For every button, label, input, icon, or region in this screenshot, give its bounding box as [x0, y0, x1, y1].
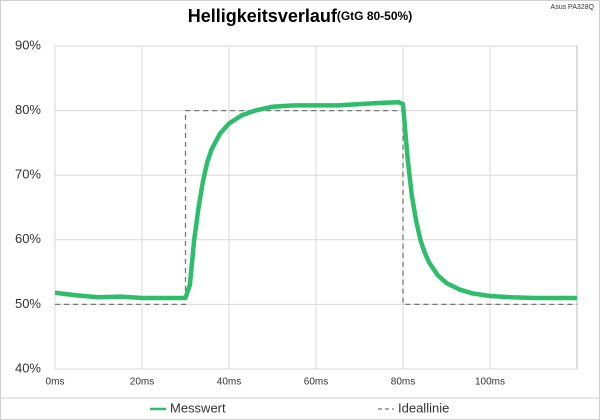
legend-label: Ideallinie — [398, 400, 449, 415]
chart-title-group: Helligkeitsverlauf(GtG 80-50%) — [188, 6, 412, 26]
x-tick-label: 20ms — [130, 377, 154, 388]
legend-label: Messwert — [170, 400, 226, 415]
y-tick-label: 70% — [15, 167, 41, 182]
x-tick-label: 40ms — [217, 377, 241, 388]
y-tick-label: 40% — [15, 360, 41, 375]
x-tick-label: 100ms — [475, 377, 505, 388]
series-line — [55, 109, 577, 306]
x-tick-label: 60ms — [304, 377, 328, 388]
y-tick-label: 90% — [15, 37, 41, 52]
y-tick-label: 60% — [15, 231, 41, 246]
chart-subtitle: (GtG 80-50%) — [337, 9, 412, 23]
y-tick-label: 50% — [15, 296, 41, 311]
series-line — [54, 99, 577, 301]
annotation: Asus PA328Q — [551, 4, 595, 11]
y-tick-label: 80% — [15, 102, 41, 117]
x-tick-label: 0ms — [46, 377, 65, 388]
x-tick-label: 80ms — [391, 377, 415, 388]
chart-title: Helligkeitsverlauf — [188, 6, 338, 26]
